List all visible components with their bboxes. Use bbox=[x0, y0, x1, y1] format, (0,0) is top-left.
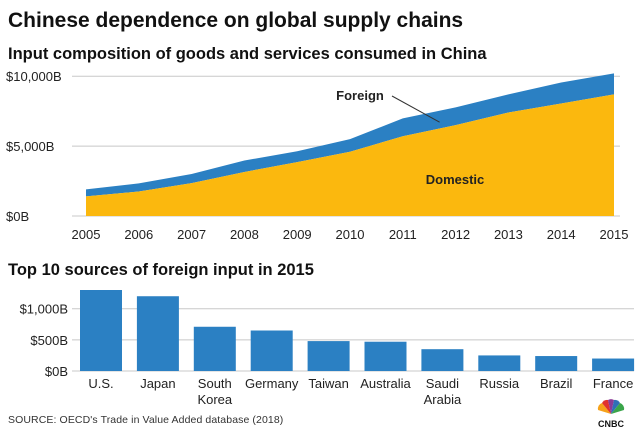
x-tick-label: Germany bbox=[245, 376, 299, 391]
bar bbox=[193, 326, 236, 371]
x-tick-label: Korea bbox=[197, 392, 232, 407]
y-tick-label: $1,000B bbox=[20, 302, 68, 317]
x-tick-label: Russia bbox=[479, 376, 520, 391]
logo-text: CNBC bbox=[598, 419, 624, 429]
bar bbox=[592, 358, 635, 371]
x-tick-label: Arabia bbox=[424, 392, 462, 407]
bar-chart-title: Top 10 sources of foreign input in 2015 bbox=[8, 261, 314, 279]
foreign-leader-line bbox=[391, 95, 440, 123]
x-tick-label: 2010 bbox=[336, 227, 365, 242]
bar bbox=[250, 330, 293, 371]
bar bbox=[80, 290, 122, 371]
area-chart: $0B $5,000B $10,000B 2005 2006 2007 2008 2009 20… bbox=[6, 70, 629, 242]
y-tick-label: $5,000B bbox=[6, 139, 54, 154]
bar bbox=[136, 296, 179, 371]
bar bbox=[364, 341, 407, 371]
legend-label-domestic: Domestic bbox=[426, 172, 485, 187]
x-tick-label: 2006 bbox=[124, 227, 153, 242]
bar bbox=[535, 356, 578, 371]
x-tick-label: 2009 bbox=[283, 227, 312, 242]
x-tick-label: 2008 bbox=[230, 227, 259, 242]
x-tick-label: 2007 bbox=[177, 227, 206, 242]
x-tick-label: 2011 bbox=[389, 227, 417, 242]
x-tick-label: Saudi bbox=[426, 376, 459, 391]
series-area-domestic bbox=[86, 94, 614, 216]
y-tick-label: $10,000B bbox=[6, 70, 62, 84]
x-tick-label: 2015 bbox=[600, 227, 629, 242]
chart-subtitle: Input composition of goods and services … bbox=[8, 45, 487, 63]
source-note: SOURCE: OECD's Trade in Value Added data… bbox=[8, 414, 284, 426]
x-tick-label: 2014 bbox=[547, 227, 576, 242]
x-tick-label: Japan bbox=[140, 376, 175, 391]
x-tick-label: Australia bbox=[360, 376, 411, 391]
bar bbox=[421, 349, 464, 371]
page-title: Chinese dependence on global supply chai… bbox=[8, 9, 464, 32]
y-tick-label: $0B bbox=[45, 364, 68, 379]
x-tick-label: 2012 bbox=[441, 227, 470, 242]
x-tick-label: France bbox=[593, 376, 633, 391]
cnbc-peacock-logo: CNBC bbox=[597, 399, 624, 429]
x-tick-label: Taiwan bbox=[308, 376, 348, 391]
legend-label-foreign: Foreign bbox=[336, 88, 384, 103]
y-tick-label: $500B bbox=[30, 333, 68, 348]
x-tick-label: 2005 bbox=[72, 227, 101, 242]
x-tick-label: 2013 bbox=[494, 227, 523, 242]
bar bbox=[478, 355, 521, 371]
x-tick-label: U.S. bbox=[88, 376, 113, 391]
series-area-foreign bbox=[86, 73, 614, 197]
x-tick-label: South bbox=[198, 376, 232, 391]
x-tick-label: Brazil bbox=[540, 376, 573, 391]
y-tick-label: $0B bbox=[6, 209, 29, 224]
bar bbox=[307, 341, 350, 371]
